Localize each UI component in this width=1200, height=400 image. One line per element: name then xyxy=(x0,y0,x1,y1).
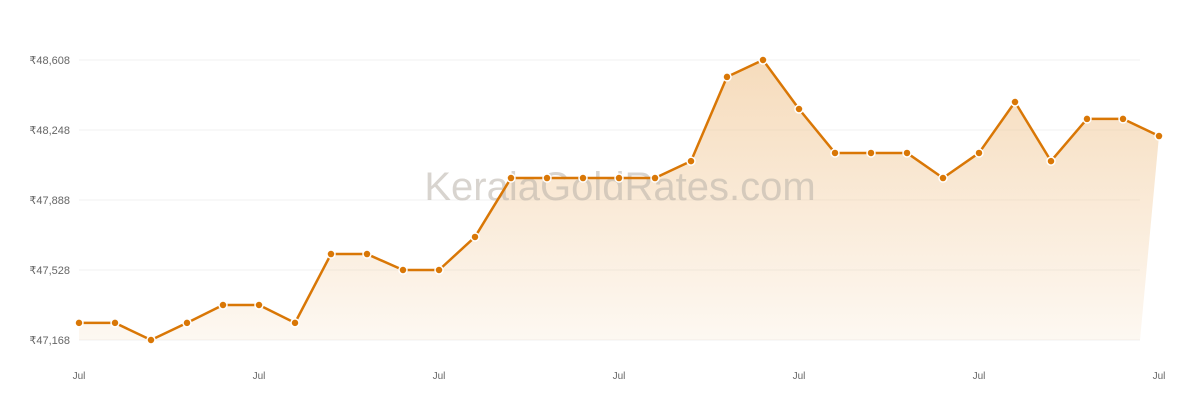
data-point xyxy=(650,173,660,183)
data-point xyxy=(182,318,192,328)
data-point xyxy=(686,156,696,166)
data-point xyxy=(866,148,876,158)
data-point xyxy=(470,232,480,242)
x-tick-label: Jul xyxy=(793,371,806,382)
x-axis: Jul Jul Jul Jul Jul Jul Jul xyxy=(73,371,1166,382)
data-point xyxy=(578,173,588,183)
x-tick-label: Jul xyxy=(73,371,86,382)
data-point xyxy=(290,318,300,328)
data-point xyxy=(1154,131,1164,141)
watermark: KeralaGoldRates.com xyxy=(424,165,815,209)
data-point xyxy=(1118,114,1128,124)
y-tick-label: ₹47,888 xyxy=(29,195,70,207)
data-point xyxy=(938,173,948,183)
data-point xyxy=(722,72,732,82)
y-axis: ₹47,168 ₹47,528 ₹47,888 ₹48,248 ₹48,608 xyxy=(29,55,70,347)
data-point xyxy=(74,318,84,328)
data-points xyxy=(74,55,1164,345)
data-point xyxy=(362,249,372,259)
y-tick-label: ₹47,168 xyxy=(29,335,70,347)
data-point xyxy=(146,335,156,345)
x-tick-label: Jul xyxy=(613,371,626,382)
data-point xyxy=(326,249,336,259)
x-tick-label: Jul xyxy=(253,371,266,382)
data-point xyxy=(794,104,804,114)
data-point xyxy=(110,318,120,328)
data-point xyxy=(254,300,264,310)
y-tick-label: ₹48,608 xyxy=(29,55,70,67)
data-point xyxy=(434,265,444,275)
area-fill xyxy=(79,60,1159,340)
data-point xyxy=(758,55,768,65)
data-point xyxy=(506,173,516,183)
y-tick-label: ₹47,528 xyxy=(29,265,70,277)
y-tick-label: ₹48,248 xyxy=(29,125,70,137)
data-point xyxy=(1046,156,1056,166)
data-point xyxy=(542,173,552,183)
x-tick-label: Jul xyxy=(1153,371,1166,382)
data-point xyxy=(398,265,408,275)
data-point xyxy=(1082,114,1092,124)
data-point xyxy=(1010,97,1020,107)
data-point xyxy=(830,148,840,158)
data-point xyxy=(218,300,228,310)
data-point xyxy=(974,148,984,158)
x-tick-label: Jul xyxy=(973,371,986,382)
x-tick-label: Jul xyxy=(433,371,446,382)
data-point xyxy=(902,148,912,158)
data-point xyxy=(614,173,624,183)
